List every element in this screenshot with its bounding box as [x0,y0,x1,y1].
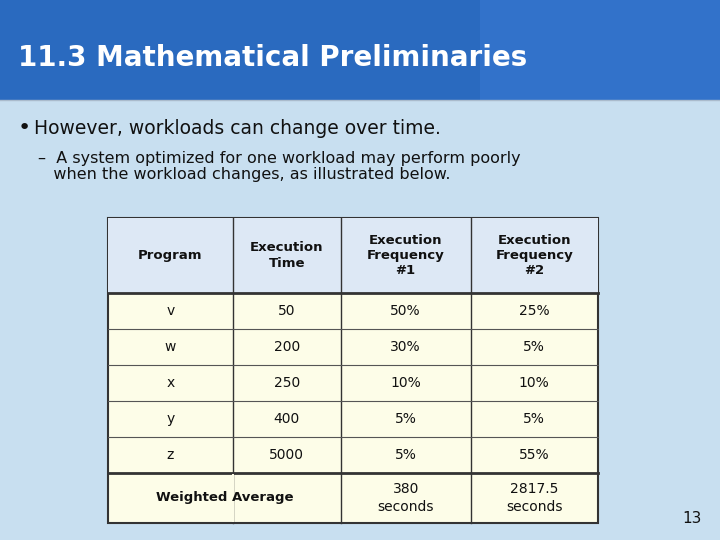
Bar [108,218,598,523]
Text: 400: 400 [274,412,300,426]
Text: 380
seconds: 380 seconds [377,482,434,514]
Text: 5%: 5% [523,412,545,426]
Text: 5%: 5% [523,340,545,354]
Text: when the workload changes, as illustrated below.: when the workload changes, as illustrate… [38,167,451,183]
Text: 5000: 5000 [269,448,305,462]
Text: 50: 50 [278,304,296,318]
Text: 25%: 25% [519,304,549,318]
Text: 30%: 30% [390,340,421,354]
Text: 250: 250 [274,376,300,390]
Text: 2817.5
seconds: 2817.5 seconds [506,482,562,514]
Text: Weighted Average: Weighted Average [156,491,293,504]
Text: x: x [166,376,174,390]
Text: Execution
Frequency
#2: Execution Frequency #2 [495,233,573,278]
Text: v: v [166,304,174,318]
Text: 5%: 5% [395,448,417,462]
Text: Execution
Frequency
#1: Execution Frequency #1 [366,233,444,278]
Bar [232,474,234,522]
Text: 5%: 5% [395,412,417,426]
Text: 11.3 Mathematical Preliminaries: 11.3 Mathematical Preliminaries [18,44,527,72]
Text: However, workloads can change over time.: However, workloads can change over time. [34,118,441,138]
Text: 55%: 55% [519,448,549,462]
Text: 13: 13 [683,511,702,526]
Text: 10%: 10% [390,376,421,390]
Bar [480,0,720,100]
Bar [108,218,598,293]
Text: 50%: 50% [390,304,421,318]
Text: 10%: 10% [519,376,549,390]
Text: z: z [167,448,174,462]
Text: Execution
Time: Execution Time [250,241,323,270]
Bar [0,0,720,100]
Text: –  A system optimized for one workload may perform poorly: – A system optimized for one workload ma… [38,151,521,165]
Text: •: • [18,118,31,138]
Text: Program: Program [138,249,203,262]
Text: 200: 200 [274,340,300,354]
Text: y: y [166,412,174,426]
Text: w: w [165,340,176,354]
